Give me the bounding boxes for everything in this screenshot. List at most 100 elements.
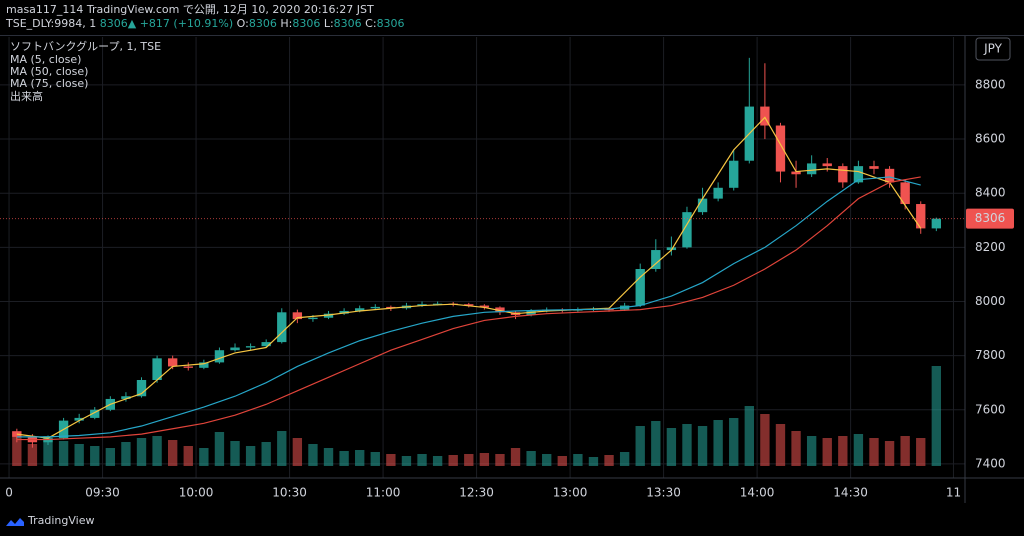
volume-bar	[105, 448, 116, 466]
candle-body	[230, 347, 240, 351]
candle-body	[760, 106, 770, 126]
candle-body	[152, 358, 162, 380]
y-tick-label: 8200	[975, 240, 1006, 254]
candle-body	[323, 313, 334, 318]
volume-bar	[651, 421, 661, 466]
volume-bar	[370, 452, 380, 466]
volume-bar	[183, 446, 193, 466]
volume-bar	[604, 455, 614, 466]
change: +817 (+10.91%)	[140, 17, 233, 30]
y-tick-label: 7600	[975, 402, 1006, 416]
ohlc-label: O:	[237, 17, 249, 30]
candle-body	[682, 212, 692, 248]
candle-body	[308, 317, 318, 320]
footer-brand: TradingView	[27, 514, 94, 527]
candle-body	[90, 409, 100, 418]
volume-bar	[619, 452, 630, 466]
volume-bar	[245, 446, 256, 466]
volume-bar	[308, 444, 318, 466]
volume-bar	[510, 448, 521, 466]
volume-bar	[12, 431, 22, 466]
ohlc-value: 8306	[334, 17, 362, 30]
candle-body	[791, 171, 801, 175]
candle-body	[432, 303, 443, 305]
y-tick-label: 7800	[975, 348, 1006, 362]
candle-body	[697, 198, 708, 213]
volume-bar	[401, 456, 412, 466]
volume-bar	[121, 442, 131, 466]
candle-body	[43, 438, 53, 443]
candle-body	[713, 187, 723, 199]
volume-bar	[168, 440, 178, 466]
candle-body	[806, 163, 817, 175]
ma-line	[16, 116, 922, 439]
candle-body	[495, 307, 505, 313]
volume-bar	[760, 414, 770, 466]
footer	[0, 503, 1024, 536]
candle-body	[261, 342, 271, 347]
currency[interactable]: JPY	[983, 42, 1003, 56]
candle-body	[355, 308, 365, 311]
volume-bar	[277, 431, 287, 466]
ohlc-label: C:	[365, 17, 376, 30]
candle-body	[74, 417, 84, 421]
last-price-tag	[966, 208, 1014, 229]
y-tick-label: 7400	[975, 456, 1006, 470]
volume-bar	[27, 444, 38, 466]
volume-bar	[931, 366, 941, 466]
candle-body	[822, 163, 832, 167]
candle-body	[853, 166, 864, 183]
candle-body	[464, 304, 474, 306]
candle-body	[635, 269, 645, 306]
candle-body	[370, 306, 380, 309]
candle-body	[838, 166, 848, 183]
x-tick-label: 10:00	[179, 486, 214, 500]
x-tick-label: 09:30	[85, 486, 120, 500]
symbol: TSE_DLY:9984, 1	[5, 17, 96, 30]
volume-bar	[230, 441, 240, 466]
volume-bar	[90, 446, 100, 466]
legend-symbol: ソフトバンクグループ, 1, TSE	[10, 39, 161, 53]
y-tick-label: 8400	[975, 186, 1006, 200]
volume-bar	[744, 406, 754, 466]
x-tick-label: 13:00	[553, 486, 588, 500]
volume-bar	[136, 438, 147, 466]
candle-body	[479, 305, 490, 308]
volume-bar	[432, 456, 443, 466]
volume-bar	[479, 453, 490, 466]
volume-bar	[448, 455, 458, 466]
legend-ma: MA (5, close)	[10, 53, 81, 66]
candle-body	[900, 182, 910, 205]
y-tick-label: 8600	[975, 132, 1006, 146]
volume-bar	[884, 441, 895, 466]
candle-body	[339, 310, 349, 314]
x-tick-label: 12:30	[459, 486, 494, 500]
ma-line	[16, 176, 921, 441]
candle-body	[916, 204, 926, 229]
volume-bar	[635, 426, 645, 466]
legend-ma: MA (75, close)	[10, 77, 88, 90]
x-tick-label: 14:30	[833, 486, 868, 500]
x-tick-label: 10:30	[272, 486, 307, 500]
legend-volume: 出来高	[10, 89, 43, 103]
candle-body	[136, 380, 147, 397]
candle-body	[245, 346, 256, 348]
volume-bar	[822, 438, 832, 466]
x-tick-label: 13:30	[646, 486, 681, 500]
candle-body	[12, 431, 22, 437]
candle-body	[168, 358, 178, 367]
volume-bar	[666, 428, 677, 466]
ohlc-value: 8306	[377, 17, 405, 30]
candle-body	[666, 247, 677, 251]
volume-bar	[697, 426, 708, 466]
volume-bar	[386, 454, 396, 466]
x-tick-label: 0	[5, 486, 13, 500]
x-tick-label: 14:00	[740, 486, 775, 500]
candle-body	[292, 312, 303, 320]
volume-bar	[682, 424, 692, 466]
volume-bar	[74, 444, 84, 466]
currency-button[interactable]	[975, 37, 1011, 61]
volume-bar	[526, 451, 536, 466]
volume-bar	[292, 438, 303, 466]
